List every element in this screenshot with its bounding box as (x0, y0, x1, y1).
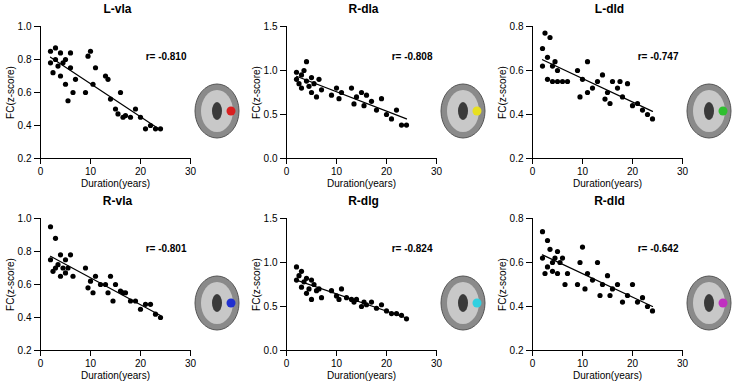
svg-text:20: 20 (381, 358, 393, 369)
svg-text:Duration(years): Duration(years) (327, 178, 396, 189)
svg-text:30: 30 (185, 166, 197, 177)
svg-text:Duration(years): Duration(years) (573, 178, 642, 189)
svg-text:10: 10 (577, 166, 589, 177)
svg-text:10: 10 (85, 166, 97, 177)
svg-text:0.4: 0.4 (510, 109, 524, 120)
svg-text:0: 0 (284, 166, 290, 177)
svg-text:0.4: 0.4 (510, 301, 524, 312)
svg-text:FC(z-score): FC(z-score) (497, 258, 508, 311)
svg-text:30: 30 (431, 166, 443, 177)
svg-text:Duration(years): Duration(years) (81, 178, 150, 189)
svg-text:0.5: 0.5 (264, 301, 278, 312)
svg-text:FC(z-score): FC(z-score) (251, 258, 262, 311)
svg-text:0: 0 (530, 166, 536, 177)
svg-text:10: 10 (331, 358, 343, 369)
svg-text:0.2: 0.2 (510, 345, 524, 356)
svg-text:10: 10 (577, 358, 589, 369)
svg-text:0.2: 0.2 (18, 153, 32, 164)
svg-text:r= -0.808: r= -0.808 (392, 51, 433, 62)
svg-text:0: 0 (530, 358, 536, 369)
svg-text:20: 20 (627, 358, 639, 369)
html-text:L-dld: L-dld (594, 2, 625, 16)
svg-text:FC(z-score): FC(z-score) (251, 66, 262, 119)
svg-text:30: 30 (185, 358, 197, 369)
svg-text:0.4: 0.4 (18, 312, 32, 323)
svg-text:1.0: 1.0 (264, 65, 278, 76)
svg-text:0.4: 0.4 (18, 120, 32, 131)
svg-text:1.5: 1.5 (264, 21, 278, 32)
svg-text:0.8: 0.8 (18, 246, 32, 257)
svg-text:20: 20 (135, 166, 147, 177)
svg-text:0.6: 0.6 (510, 65, 524, 76)
svg-text:0.8: 0.8 (510, 21, 524, 32)
svg-text:FC(z-score): FC(z-score) (5, 258, 16, 311)
svg-text:0.5: 0.5 (264, 109, 278, 120)
svg-text:0.0: 0.0 (264, 153, 278, 164)
svg-text:0.2: 0.2 (18, 345, 32, 356)
svg-text:r= -0.747: r= -0.747 (638, 51, 679, 62)
html-text:R-dla: R-dla (348, 2, 379, 16)
svg-text:0.6: 0.6 (18, 279, 32, 290)
svg-text:Duration(years): Duration(years) (573, 370, 642, 381)
svg-text:20: 20 (135, 358, 147, 369)
svg-text:0: 0 (284, 358, 290, 369)
svg-text:0: 0 (38, 358, 44, 369)
html-text:R-dlg: R-dlg (348, 194, 379, 208)
svg-text:Duration(years): Duration(years) (81, 370, 150, 381)
svg-text:0.8: 0.8 (18, 54, 32, 65)
svg-text:10: 10 (331, 166, 343, 177)
svg-text:30: 30 (431, 358, 443, 369)
html-text:R-dld: R-dld (594, 194, 625, 208)
svg-text:0.2: 0.2 (510, 153, 524, 164)
svg-text:0.0: 0.0 (264, 345, 278, 356)
svg-text:Duration(years): Duration(years) (327, 370, 396, 381)
svg-text:30: 30 (677, 166, 689, 177)
svg-text:r= -0.810: r= -0.810 (146, 51, 187, 62)
svg-text:10: 10 (85, 358, 97, 369)
svg-text:FC(z-score): FC(z-score) (5, 66, 16, 119)
svg-text:1.0: 1.0 (18, 213, 32, 224)
svg-text:0.6: 0.6 (510, 257, 524, 268)
svg-text:FC(z-score): FC(z-score) (497, 66, 508, 119)
svg-text:r= -0.642: r= -0.642 (638, 243, 679, 254)
svg-text:0: 0 (38, 166, 44, 177)
svg-text:1.0: 1.0 (18, 21, 32, 32)
html-text:R-vla: R-vla (102, 194, 133, 208)
svg-text:r= -0.824: r= -0.824 (392, 243, 433, 254)
svg-text:20: 20 (381, 166, 393, 177)
svg-text:r= -0.801: r= -0.801 (146, 243, 187, 254)
svg-text:20: 20 (627, 166, 639, 177)
svg-text:1.5: 1.5 (264, 213, 278, 224)
svg-text:1.0: 1.0 (264, 257, 278, 268)
svg-text:0.6: 0.6 (18, 87, 32, 98)
html-text:L-vla: L-vla (103, 2, 132, 16)
svg-text:0.8: 0.8 (510, 213, 524, 224)
svg-text:30: 30 (677, 358, 689, 369)
